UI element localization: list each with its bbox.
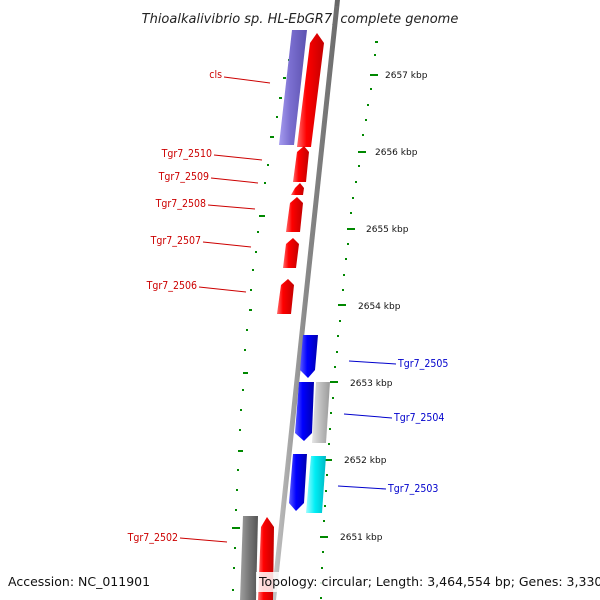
topology-label: Topology: circular; Length: 3,464,554 bp… [258,574,600,589]
label-tgr7-2508[interactable]: Tgr7_2508 [155,198,206,210]
gene-tgr7-2505[interactable] [300,335,318,378]
kbp-label-2652: 2652 kbp [344,456,387,466]
gene-tgr7-2506[interactable] [277,279,294,314]
kbp-label-2656: 2656 kbp [375,148,418,158]
label-tgr7-2510[interactable]: Tgr7_2510 [161,148,212,160]
kbp-label-2657: 2657 kbp [385,71,428,81]
gene-tgr7-2504[interactable] [295,382,314,441]
kbp-label-2653: 2653 kbp [350,379,393,389]
gene-cls[interactable] [279,30,307,145]
gene-tgr7-2507[interactable] [283,238,299,268]
gene-gray-feature[interactable] [312,382,330,443]
gene-dark-gray-feature[interactable] [240,516,258,600]
kbp-label-2651: 2651 kbp [340,533,383,543]
backbone-end-segment [335,0,339,6]
gene-labels: cls Tgr7_2510 Tgr7_2509 Tgr7_2508 Tgr7_2… [127,69,449,544]
label-tgr7-2502[interactable]: Tgr7_2502 [127,532,178,544]
left-tick-column [232,39,294,591]
gene-cyan-feature[interactable] [306,456,326,513]
map-title: Thioalkalivibrio sp. HL-EbGR7, complete … [142,12,459,27]
gene-tgr7-2510[interactable] [293,146,309,182]
kbp-label-2655: 2655 kbp [366,225,409,235]
label-tgr7-2507[interactable]: Tgr7_2507 [150,235,201,247]
label-tgr7-2509[interactable]: Tgr7_2509 [158,171,209,183]
genome-backbone [271,0,340,600]
label-tgr7-2505[interactable]: Tgr7_2505 [397,358,448,370]
gene-tgr7-2508[interactable] [286,197,303,232]
kbp-scale: 2657 kbp 2656 kbp 2655 kbp 2654 kbp 2653… [340,71,428,543]
label-tgr7-2506[interactable]: Tgr7_2506 [146,280,197,292]
gene-tgr7-2509[interactable] [291,183,304,195]
gene-tgr7-2503[interactable] [289,454,307,511]
gene-cls-partner[interactable] [297,33,324,147]
label-cls[interactable]: cls [209,69,222,81]
label-tgr7-2503[interactable]: Tgr7_2503 [387,483,438,495]
accession-label: Accession: NC_011901 [8,574,150,589]
footer-topology-bg [256,572,596,592]
label-tgr7-2504[interactable]: Tgr7_2504 [393,412,444,424]
right-tick-column [320,41,378,599]
kbp-label-2654: 2654 kbp [358,302,401,312]
